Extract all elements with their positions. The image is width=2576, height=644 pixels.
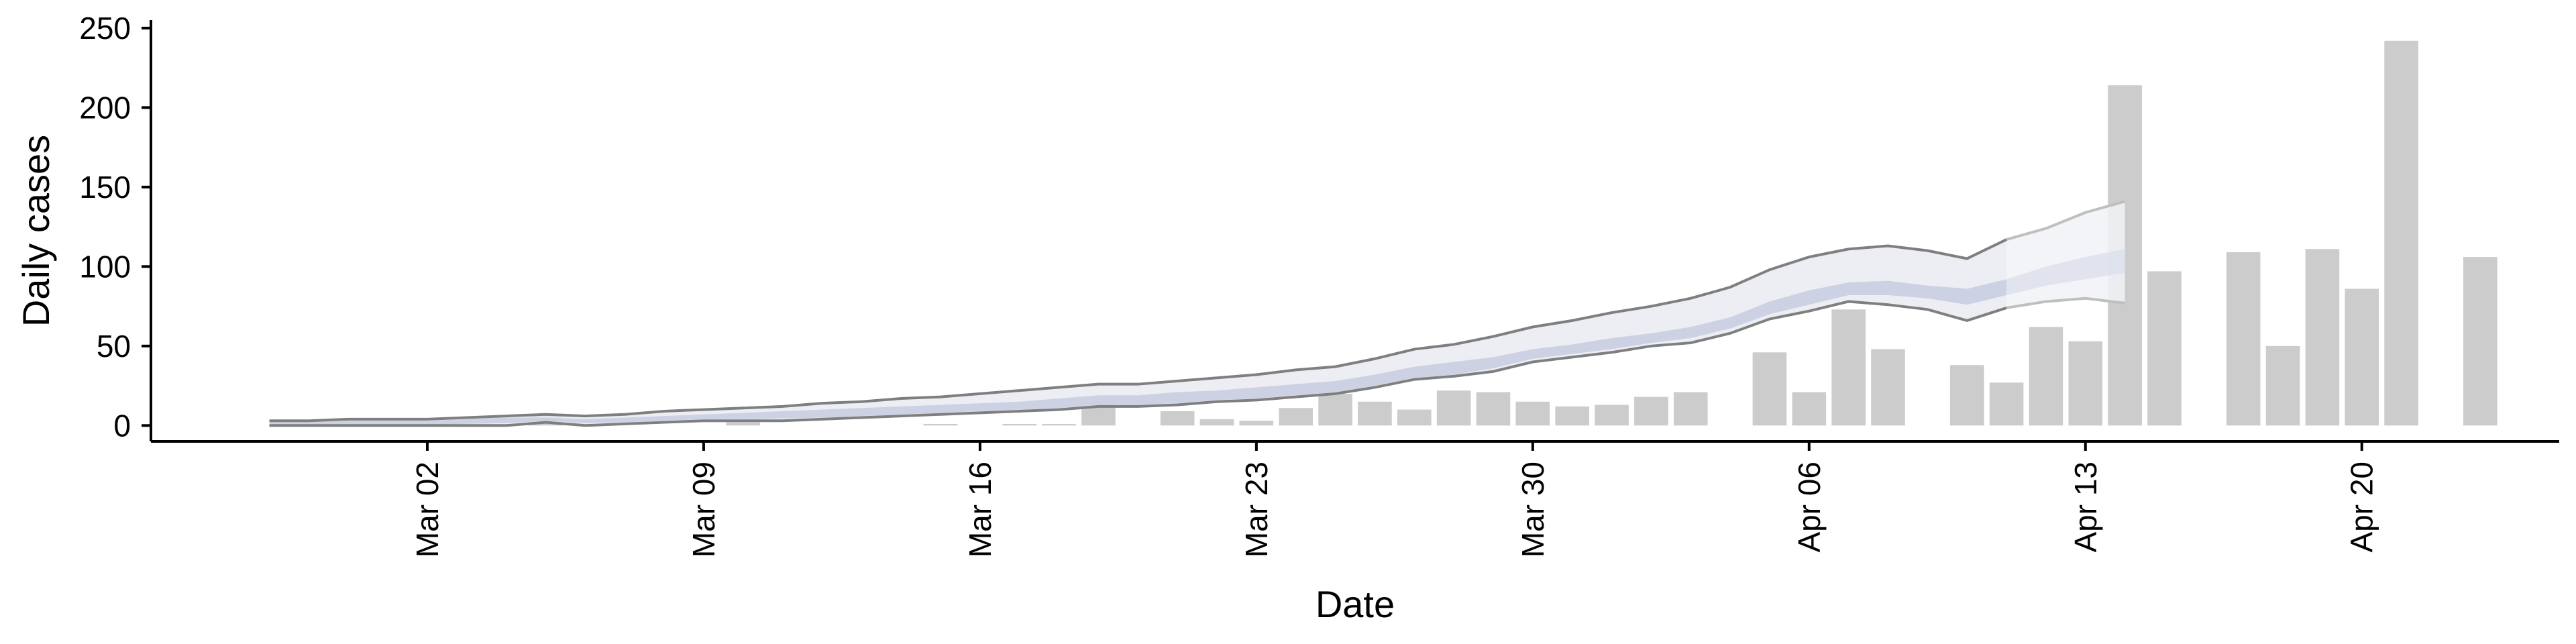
x-tick-label-Apr 20: Apr 20 xyxy=(2345,462,2379,553)
lower-bound-line xyxy=(269,300,2007,427)
bar-2020-04-18 xyxy=(2265,345,2300,426)
bar-2020-03-24 xyxy=(1279,408,1313,426)
bars-layer xyxy=(529,40,2498,426)
bar-2020-04-10 xyxy=(1949,365,1984,426)
bar-2020-03-30 xyxy=(1515,401,1550,426)
bar-2020-04-19 xyxy=(2305,249,2340,426)
bar-2020-04-15 xyxy=(2147,271,2182,426)
x-tick-label-Apr 06: Apr 06 xyxy=(1792,462,1827,553)
axes-layer xyxy=(150,20,2559,443)
y-tick-label-250: 250 xyxy=(79,11,131,46)
bar-2020-03-25 xyxy=(1318,393,1352,426)
y-tick-label-150: 150 xyxy=(79,170,131,205)
bar-2020-04-17 xyxy=(2226,252,2261,426)
x-tick-label-Mar 30: Mar 30 xyxy=(1515,462,1550,557)
x-axis-title: Date xyxy=(1316,583,1395,625)
inner-interval-future xyxy=(2006,249,2125,295)
y-axis-title: Daily cases xyxy=(15,135,57,327)
bar-2020-04-11 xyxy=(1989,382,2024,426)
x-tick-label-Mar 02: Mar 02 xyxy=(410,462,445,557)
bar-2020-03-22 xyxy=(1199,419,1234,426)
bar-2020-04-03 xyxy=(1673,392,1708,426)
lower-bound-line-future xyxy=(2006,297,2125,309)
y-tick-label-200: 200 xyxy=(79,90,131,125)
bar-2020-04-21 xyxy=(2384,40,2418,426)
bar-2020-04-12 xyxy=(2029,327,2063,426)
ticks-layer: 0 50 100 150 200 250 Mar 02 Mar 09 Mar 16 Mar 23 M… xyxy=(79,11,2379,557)
bar-2020-04-05 xyxy=(1752,352,1787,426)
x-tick-label-Mar 09: Mar 09 xyxy=(686,462,721,557)
bar-2020-03-18 xyxy=(1042,423,1076,426)
bar-2020-03-17 xyxy=(1002,423,1037,426)
bar-2020-04-23 xyxy=(2463,257,2498,426)
bar-2020-04-07 xyxy=(1831,309,1866,426)
bar-2020-03-15 xyxy=(923,423,958,426)
x-tick-label-Mar 23: Mar 23 xyxy=(1239,462,1274,557)
y-tick-label-100: 100 xyxy=(79,249,131,284)
upper-bound-line-future xyxy=(2006,200,2126,241)
y-tick-label-50: 50 xyxy=(97,329,131,364)
bar-2020-03-26 xyxy=(1358,401,1392,426)
upper-bound-line xyxy=(269,238,2007,423)
bar-2020-03-10 xyxy=(726,422,761,426)
bar-2020-04-08 xyxy=(1871,349,1905,426)
bar-2020-03-31 xyxy=(1555,406,1589,426)
bar-2020-04-01 xyxy=(1595,405,1629,426)
bar-2020-03-27 xyxy=(1397,409,1432,426)
bar-2020-03-21 xyxy=(1160,411,1195,426)
bar-2020-04-13 xyxy=(2068,341,2103,426)
bar-2020-04-06 xyxy=(1792,392,1827,426)
bar-2020-03-23 xyxy=(1239,421,1274,426)
inner-interval xyxy=(269,279,2007,425)
ribbon-layer xyxy=(269,200,2126,427)
bar-2020-04-20 xyxy=(2345,288,2379,426)
bar-2020-03-28 xyxy=(1436,390,1471,426)
x-tick-label-Mar 16: Mar 16 xyxy=(963,462,998,557)
x-tick-label-Apr 13: Apr 13 xyxy=(2068,462,2103,553)
y-tick-label-0: 0 xyxy=(113,408,131,443)
bar-2020-04-02 xyxy=(1634,396,1668,426)
bar-2020-03-29 xyxy=(1476,392,1511,426)
